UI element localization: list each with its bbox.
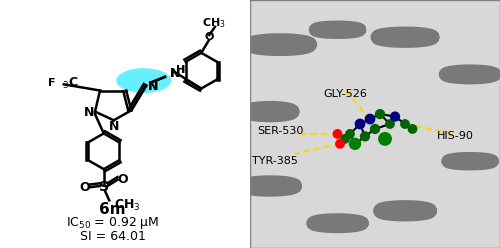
Text: N: N	[170, 67, 180, 80]
Point	[366, 117, 374, 121]
Point	[346, 132, 354, 136]
Text: CH$_3$: CH$_3$	[202, 16, 226, 30]
Text: IC$_{50}$ = 0.92 μM: IC$_{50}$ = 0.92 μM	[66, 215, 160, 231]
Point	[371, 127, 379, 131]
Text: GLY-526: GLY-526	[323, 89, 367, 99]
Text: TYR-385: TYR-385	[252, 156, 298, 166]
Text: O: O	[79, 181, 90, 194]
Text: $_3$C: $_3$C	[62, 76, 79, 91]
Point	[401, 122, 409, 126]
Point	[356, 122, 364, 126]
Point	[381, 137, 389, 141]
Text: S: S	[99, 180, 109, 194]
Text: SI = 64.01: SI = 64.01	[80, 230, 146, 243]
Text: 6m: 6m	[99, 202, 126, 217]
Point	[408, 127, 416, 131]
Point	[391, 115, 399, 119]
Text: N: N	[148, 80, 158, 93]
Text: F: F	[48, 78, 56, 88]
Point	[361, 134, 369, 138]
Text: H: H	[176, 65, 186, 75]
Text: SER-530: SER-530	[257, 126, 303, 136]
Text: HIS-90: HIS-90	[436, 131, 474, 141]
Point	[336, 142, 344, 146]
Text: N: N	[84, 106, 94, 119]
Ellipse shape	[116, 68, 171, 93]
Text: N: N	[148, 80, 158, 93]
Text: O: O	[118, 173, 128, 186]
Text: N: N	[170, 67, 180, 80]
Text: O: O	[204, 32, 214, 42]
Point	[334, 132, 342, 136]
Point	[341, 137, 349, 141]
Point	[386, 122, 394, 126]
Text: H: H	[176, 65, 186, 75]
Text: CH$_3$: CH$_3$	[114, 198, 140, 213]
Point	[376, 112, 384, 116]
Text: N: N	[108, 121, 119, 133]
Point	[351, 142, 359, 146]
